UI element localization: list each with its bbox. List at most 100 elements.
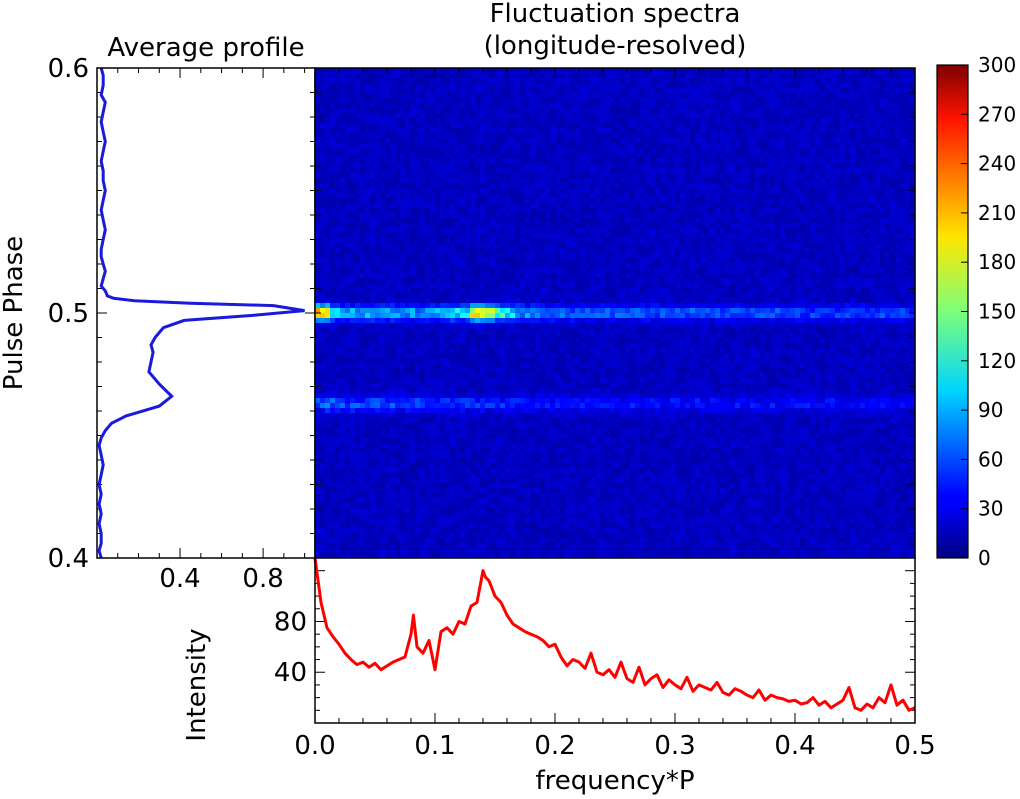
heatmap-cell xyxy=(680,68,686,74)
heatmap-cell xyxy=(785,233,791,239)
heatmap-cell xyxy=(405,208,411,214)
heatmap-cell xyxy=(865,228,871,234)
heatmap-cell xyxy=(530,253,536,259)
heatmap-cell xyxy=(785,203,791,209)
heatmap-cell xyxy=(490,83,496,89)
heatmap-cell xyxy=(385,218,391,224)
heatmap-cell xyxy=(500,168,506,174)
heatmap-cell xyxy=(450,208,456,214)
heatmap-cell xyxy=(335,103,341,109)
heatmap-cell xyxy=(415,88,421,94)
heatmap-cell xyxy=(675,263,681,269)
heatmap-cell xyxy=(805,168,811,174)
heatmap-cell xyxy=(530,78,536,84)
heatmap-cell xyxy=(685,133,691,139)
heatmap-cell xyxy=(430,268,436,274)
heatmap-cell xyxy=(840,258,846,264)
heatmap-cell xyxy=(475,163,481,169)
heatmap-cell xyxy=(330,143,336,149)
heatmap-cell xyxy=(685,253,691,259)
heatmap-cell xyxy=(450,68,456,74)
heatmap-cell xyxy=(710,118,716,124)
heatmap-cell xyxy=(860,163,866,169)
heatmap-cell xyxy=(320,123,326,129)
heatmap-cell xyxy=(720,223,726,229)
heatmap-cell xyxy=(340,143,346,149)
heatmap-cell xyxy=(460,108,466,114)
heatmap-cell xyxy=(450,148,456,154)
heatmap-cell xyxy=(385,233,391,239)
heatmap-cell xyxy=(515,243,521,249)
heatmap-cell xyxy=(780,88,786,94)
heatmap-cell xyxy=(670,113,676,119)
heatmap-cell xyxy=(520,228,526,234)
heatmap-cell xyxy=(340,118,346,124)
heatmap-cell xyxy=(665,248,671,254)
heatmap-cell xyxy=(820,253,826,259)
heatmap-cell xyxy=(590,78,596,84)
heatmap-cell xyxy=(320,243,326,249)
heatmap-cell xyxy=(755,263,761,269)
heatmap-cell xyxy=(535,183,541,189)
heatmap-cell xyxy=(720,158,726,164)
heatmap-cell xyxy=(460,193,466,199)
heatmap-cell xyxy=(790,263,796,269)
heatmap-cell xyxy=(470,258,476,264)
heatmap-cell xyxy=(855,263,861,269)
heatmap-cell xyxy=(505,268,511,274)
heatmap-cell xyxy=(540,148,546,154)
heatmap-cell xyxy=(575,233,581,239)
heatmap-cell xyxy=(355,143,361,149)
heatmap-cell xyxy=(445,268,451,274)
heatmap-cell xyxy=(540,143,546,149)
heatmap-cell xyxy=(425,223,431,229)
heatmap-cell xyxy=(465,243,471,249)
heatmap-cell xyxy=(390,78,396,84)
heatmap-cell xyxy=(540,173,546,179)
heatmap-cell xyxy=(540,138,546,144)
heatmap-cell xyxy=(530,223,536,229)
heatmap-cell xyxy=(320,208,326,214)
heatmap-cell xyxy=(370,113,376,119)
heatmap-cell xyxy=(695,213,701,219)
heatmap-cell xyxy=(475,68,481,74)
heatmap-cell xyxy=(630,213,636,219)
heatmap-cell xyxy=(520,118,526,124)
heatmap-cell xyxy=(485,133,491,139)
heatmap-cell xyxy=(865,193,871,199)
heatmap-cell xyxy=(320,233,326,239)
heatmap-cell xyxy=(675,208,681,214)
heatmap-cell xyxy=(350,218,356,224)
heatmap-cell xyxy=(470,218,476,224)
heatmap-cell xyxy=(795,203,801,209)
heatmap-cell xyxy=(505,208,511,214)
heatmap-cell xyxy=(565,118,571,124)
heatmap-cell xyxy=(870,263,876,269)
heatmap-cell xyxy=(320,108,326,114)
heatmap-cell xyxy=(345,123,351,129)
heatmap-cell xyxy=(545,193,551,199)
heatmap-cell xyxy=(885,183,891,189)
heatmap-cell xyxy=(380,108,386,114)
heatmap-cell xyxy=(375,178,381,184)
heatmap-cell xyxy=(600,153,606,159)
heatmap-cell xyxy=(775,243,781,249)
heatmap-cell xyxy=(615,118,621,124)
heatmap-cell xyxy=(665,128,671,134)
heatmap-cell xyxy=(425,253,431,259)
heatmap-cell xyxy=(800,138,806,144)
heatmap-cell xyxy=(335,193,341,199)
heatmap-cell xyxy=(615,103,621,109)
heatmap-cell xyxy=(410,148,416,154)
heatmap-cell xyxy=(715,83,721,89)
heatmap-cell xyxy=(550,103,556,109)
heatmap-cell xyxy=(620,268,626,274)
heatmap-cell xyxy=(750,98,756,104)
heatmap-cell xyxy=(850,198,856,204)
heatmap-cell xyxy=(895,93,901,99)
heatmap-cell xyxy=(845,248,851,254)
heatmap-cell xyxy=(410,193,416,199)
profile-series-line xyxy=(97,67,305,559)
heatmap-cell xyxy=(825,233,831,239)
heatmap-cell xyxy=(650,183,656,189)
